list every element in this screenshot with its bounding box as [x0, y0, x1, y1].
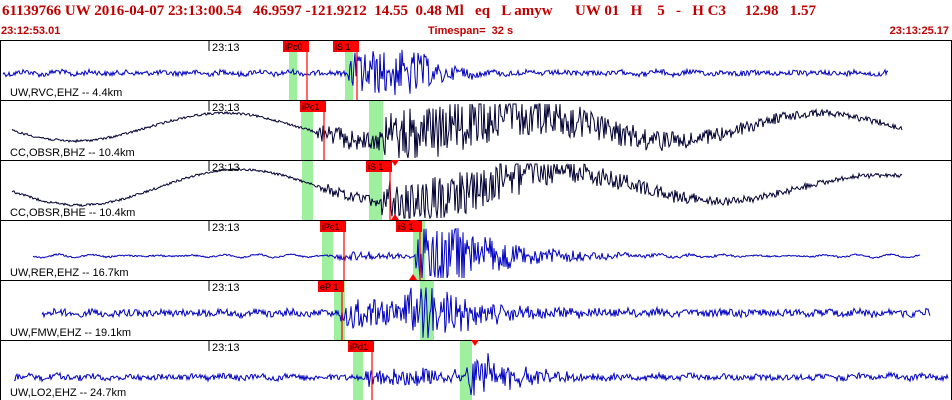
panel-border — [0, 160, 952, 221]
minute-label: 23:13 — [212, 282, 240, 294]
minute-label: 23:13 — [212, 42, 240, 54]
pick-label: iS 1 — [368, 162, 384, 172]
pick-label: iPc0 — [285, 42, 303, 52]
waveform-trace — [11, 103, 903, 159]
phase-pick[interactable]: iS 1 — [366, 161, 392, 220]
record-header: 61139766 UW 2016-04-07 23:13:00.54 46.95… — [0, 0, 952, 40]
panel-border — [0, 100, 952, 161]
amplitude-marker — [391, 160, 399, 166]
amplitude-marker — [471, 340, 479, 346]
panel-border — [0, 40, 952, 101]
pick-box — [396, 221, 422, 232]
waveform-trace — [41, 287, 931, 339]
pick-box — [300, 101, 326, 112]
station-label: CC,OBSR,BHE -- 10.4km — [10, 207, 135, 219]
pick-box — [318, 281, 344, 292]
window-start-time: 23:12:53.01 — [1, 25, 61, 37]
panel-border — [0, 280, 952, 341]
pick-box — [320, 221, 346, 232]
amplitude-marker — [409, 220, 417, 226]
station-label: UW,LO2,EHZ -- 24.7km — [10, 387, 126, 399]
window-end-time: 23:13:25.17 — [889, 25, 949, 37]
pick-label: eP 1 — [320, 282, 338, 292]
pick-box — [366, 161, 392, 172]
trace-panel[interactable]: 23:13 iPc1 CC,OBSR,BHZ -- 10.4km — [0, 100, 952, 161]
trace-panel[interactable]: 23:13 iPd1 UW,LO2,EHZ -- 24.7km — [0, 340, 952, 400]
timespan-label: Timespan= 32 s — [428, 25, 514, 37]
seismogram-plot[interactable]: 23:13 iPc0 iS 1 UW,RVC,EHZ -- 4.4km 23:13 iPc… — [0, 40, 952, 400]
arrival-window — [334, 281, 345, 340]
phase-pick[interactable]: eP 1 — [318, 281, 344, 340]
amplitude-marker — [409, 274, 417, 280]
pick-box — [283, 41, 309, 52]
arrival-window — [369, 101, 383, 160]
phase-pick[interactable]: iPc1 — [320, 221, 346, 280]
trace-panel[interactable]: 23:13 eP 1 UW,FMW,EHZ -- 19.1km — [0, 280, 952, 341]
event-summary-title: 61139766 UW 2016-04-07 23:13:00.54 46.95… — [2, 3, 817, 19]
station-label: UW,FMW,EHZ -- 19.1km — [10, 327, 131, 339]
arrival-window — [353, 341, 363, 400]
pick-label: iS 1 — [335, 42, 351, 52]
waveform-trace — [13, 353, 949, 396]
trace-panel[interactable]: 23:13 iPc0 iS 1 UW,RVC,EHZ -- 4.4km — [0, 40, 952, 101]
arrival-window — [322, 221, 333, 280]
panel-border — [0, 220, 952, 281]
station-label: UW,RVC,EHZ -- 4.4km — [10, 87, 122, 99]
station-label: UW,RER,EHZ -- 16.7km — [10, 267, 129, 279]
phase-pick[interactable]: iS 1 — [333, 41, 359, 100]
arrival-window — [369, 161, 382, 220]
pick-label: iS 1 — [398, 222, 414, 232]
pick-label: iPc1 — [302, 102, 320, 112]
phase-pick[interactable]: iPd1 — [348, 341, 374, 400]
phase-pick[interactable]: iS 1 — [396, 221, 422, 280]
minute-label: 23:13 — [212, 102, 240, 114]
trace-panel[interactable]: 23:13 iS 1 CC,OBSR,BHE -- 10.4km — [0, 160, 952, 221]
waveform-trace — [11, 163, 903, 220]
minute-label: 23:13 — [212, 162, 240, 174]
station-label: CC,OBSR,BHZ -- 10.4km — [10, 147, 135, 159]
pick-box — [348, 341, 374, 352]
waveform-trace — [2, 49, 889, 96]
arrival-window — [302, 161, 313, 220]
trace-panels: 23:13 iPc0 iS 1 UW,RVC,EHZ -- 4.4km 23:13 iPc… — [0, 40, 952, 400]
phase-pick[interactable]: iPc1 — [300, 101, 326, 160]
pick-box — [333, 41, 359, 52]
waveform-trace — [32, 227, 921, 279]
arrival-window — [301, 101, 313, 160]
phase-pick[interactable]: iPc0 — [283, 41, 309, 100]
arrival-window — [345, 41, 353, 100]
pick-label: iPd1 — [350, 342, 368, 352]
pick-label: iPc1 — [322, 222, 340, 232]
minute-label: 23:13 — [212, 222, 240, 234]
amplitude-marker — [391, 214, 399, 220]
minute-label: 23:13 — [212, 342, 240, 354]
trace-panel[interactable]: 23:13 iPc1 iS 1 UW,RER,EHZ -- 16.7km — [0, 220, 952, 281]
